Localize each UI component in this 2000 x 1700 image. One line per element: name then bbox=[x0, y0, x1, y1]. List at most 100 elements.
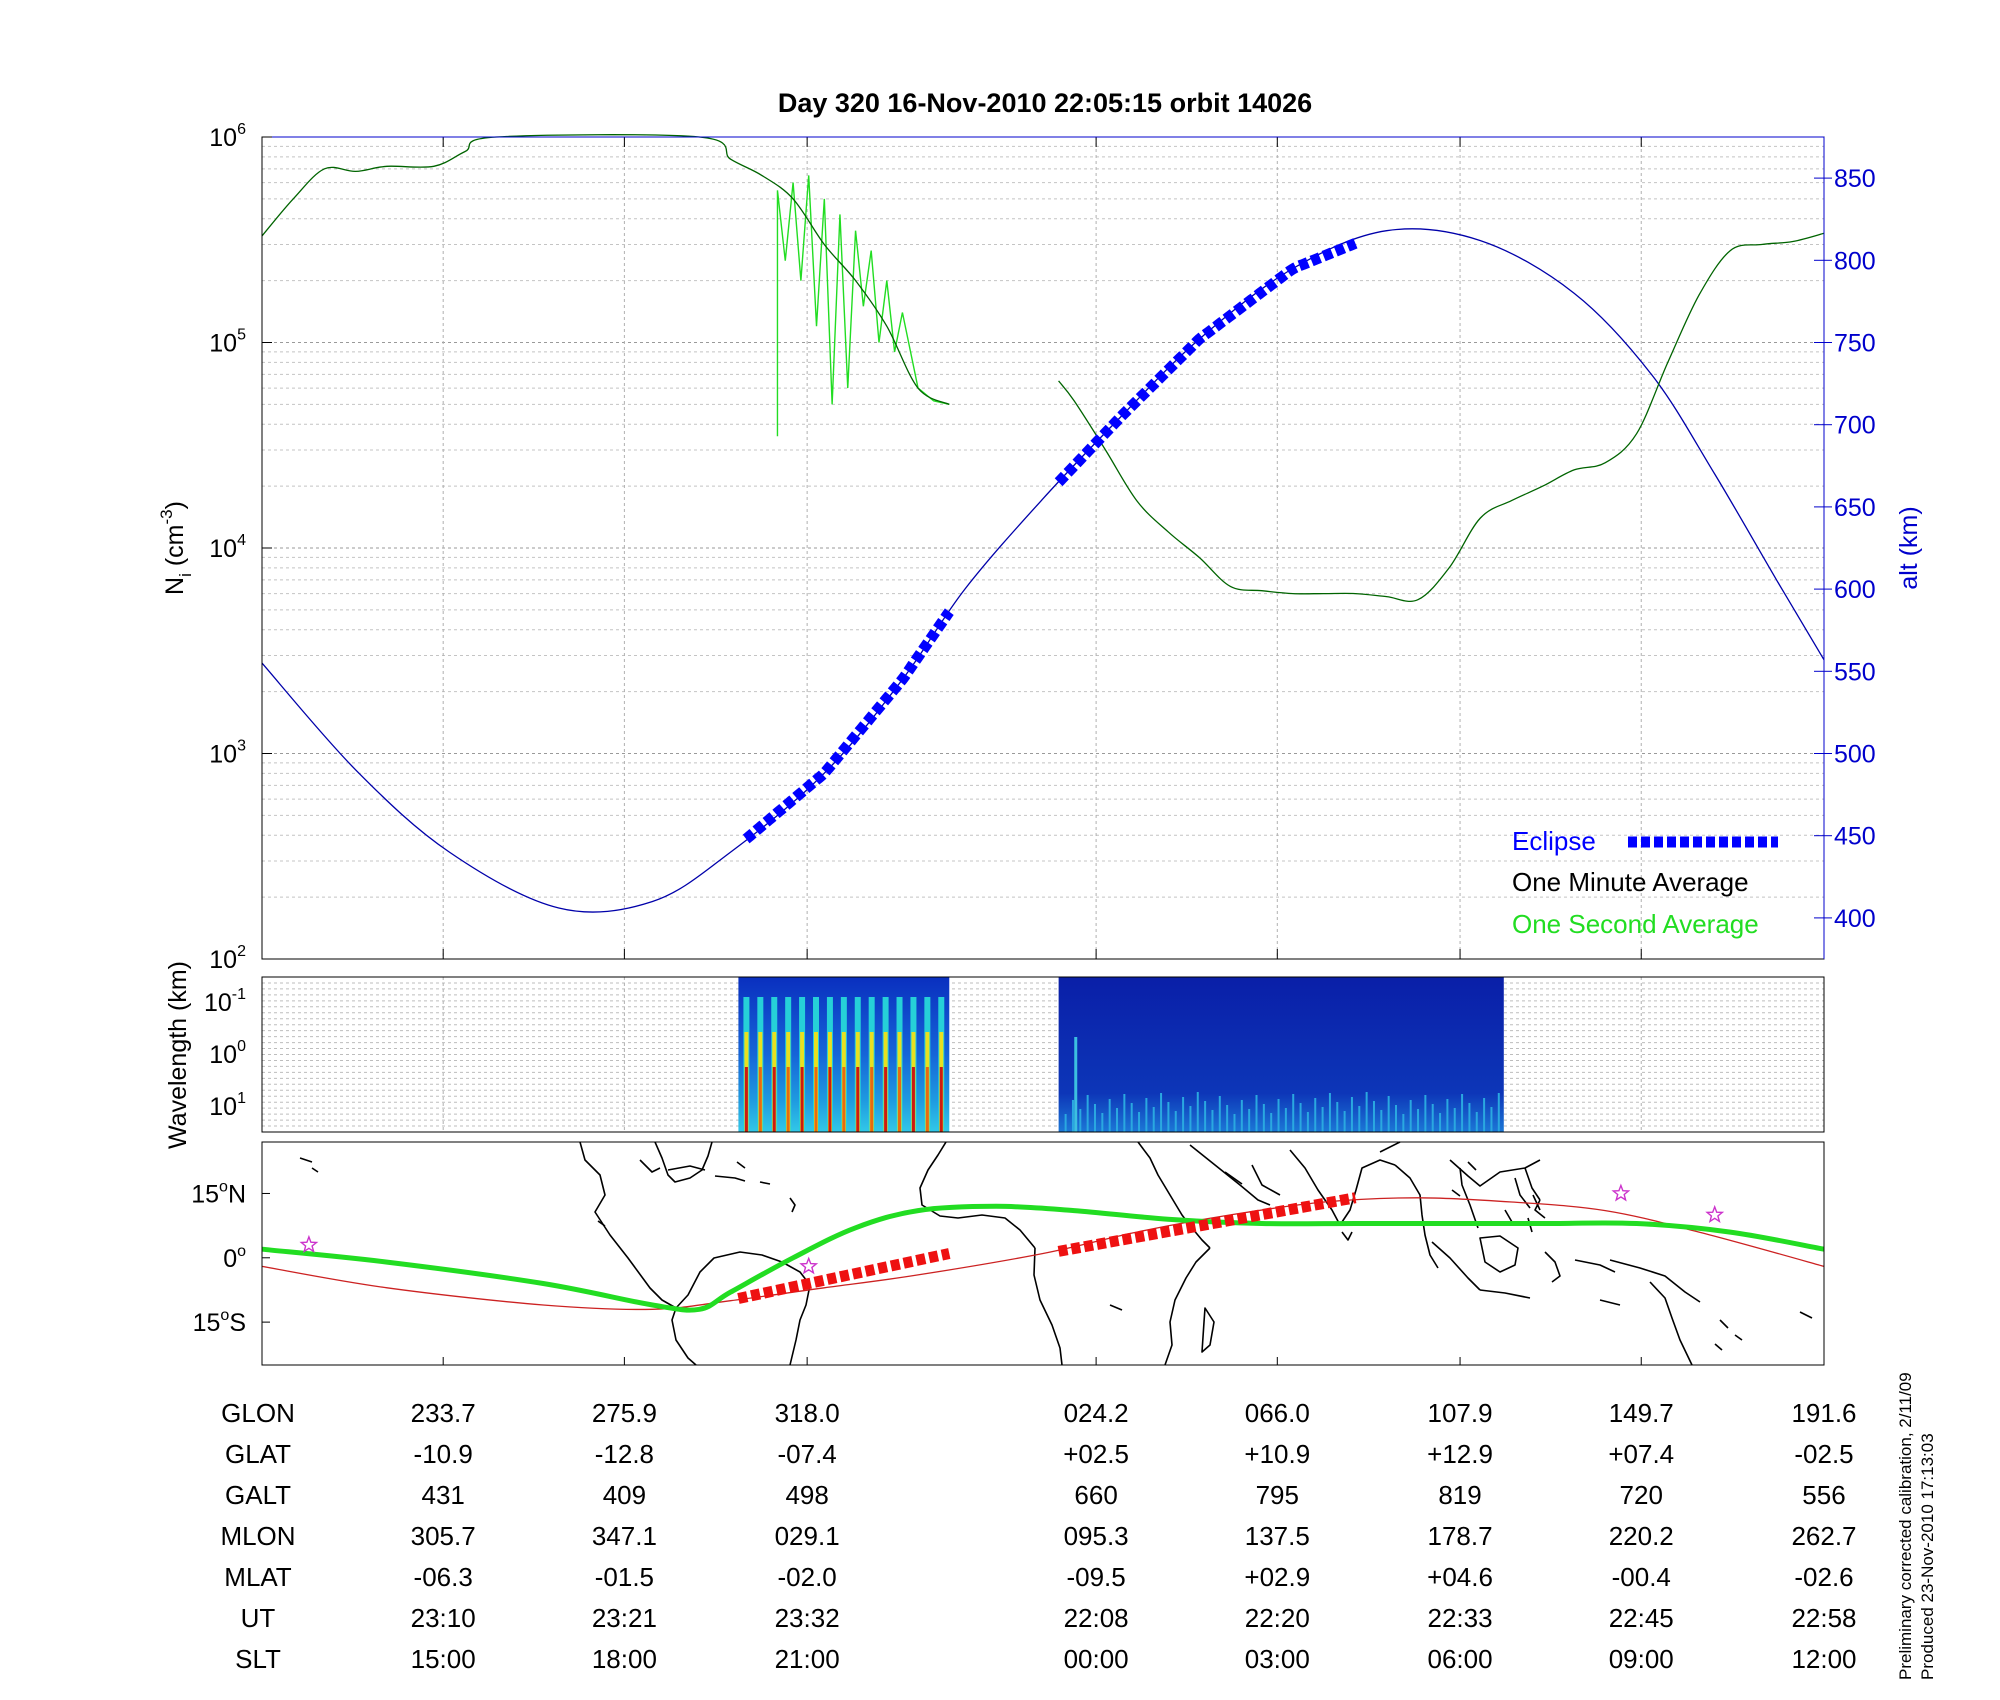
spectrogram-streak bbox=[1086, 1095, 1089, 1132]
spectrogram-burst bbox=[939, 1067, 943, 1132]
altitude-y-axis-label: alt (km) bbox=[1895, 506, 1923, 589]
table-cell: 431 bbox=[421, 1480, 464, 1510]
spectrogram-tick-label: 100 bbox=[209, 1038, 246, 1069]
alt-tick-label: 750 bbox=[1834, 330, 1876, 358]
chart-title: Day 320 16-Nov-2010 22:05:15 orbit 14026 bbox=[778, 88, 1312, 118]
spectrogram-streak bbox=[1358, 1106, 1361, 1132]
alt-tick-label: 550 bbox=[1834, 658, 1876, 686]
spectrogram-streak bbox=[1079, 1109, 1082, 1132]
map-y-tick-label: 15oN bbox=[191, 1178, 246, 1208]
alt-tick-label: 650 bbox=[1834, 494, 1876, 522]
density-y-axis-label: Ni (cm-3) bbox=[157, 501, 195, 595]
spectrogram-streak bbox=[1248, 1109, 1251, 1132]
table-cell: -02.0 bbox=[778, 1562, 837, 1592]
calibration-note: Preliminary corrected calibration, 2/11/… bbox=[1896, 1372, 1915, 1680]
spectrogram-streak bbox=[1475, 1112, 1478, 1132]
table-cell: -01.5 bbox=[595, 1562, 654, 1592]
spectrogram-streak bbox=[1145, 1098, 1148, 1132]
geographic-track-line bbox=[261, 1203, 1825, 1313]
spectrogram-streak bbox=[1167, 1102, 1170, 1132]
eclipse-segment bbox=[742, 608, 954, 844]
table-cell: -09.5 bbox=[1066, 1562, 1125, 1592]
table-cell: -00.4 bbox=[1612, 1562, 1671, 1592]
spectrogram-streak bbox=[1204, 1101, 1207, 1132]
table-cell: +02.5 bbox=[1063, 1439, 1129, 1469]
spectrogram-streak bbox=[1402, 1114, 1405, 1132]
spectrogram-streak bbox=[1182, 1097, 1185, 1132]
table-cell: 660 bbox=[1074, 1480, 1117, 1510]
table-cell: -07.4 bbox=[778, 1439, 837, 1469]
production-note: Produced 23-Nov-2010 17:13:03 bbox=[1918, 1433, 1937, 1680]
spectrogram-streak bbox=[1123, 1094, 1126, 1132]
spectrogram-streak bbox=[1093, 1104, 1096, 1132]
spectrogram-streak bbox=[1328, 1093, 1331, 1132]
table-cell: +07.4 bbox=[1608, 1439, 1674, 1469]
table-cell: 22:45 bbox=[1609, 1603, 1674, 1633]
spectrogram-streak bbox=[1270, 1113, 1273, 1132]
table-cell: 18:00 bbox=[592, 1644, 657, 1674]
alt-tick-label: 400 bbox=[1834, 905, 1876, 933]
spectrogram-streak bbox=[1446, 1099, 1449, 1132]
table-cell: 06:00 bbox=[1428, 1644, 1493, 1674]
table-cell: 09:00 bbox=[1609, 1644, 1674, 1674]
spectrogram-streak bbox=[1211, 1110, 1214, 1132]
table-cell: 275.9 bbox=[592, 1398, 657, 1428]
table-cell: 498 bbox=[785, 1480, 828, 1510]
magnetic-equator-star bbox=[799, 1256, 819, 1275]
spectrogram-streak bbox=[1497, 1093, 1500, 1132]
spectrogram-burst bbox=[884, 1067, 888, 1132]
spectrogram-block bbox=[1058, 977, 1504, 1132]
spectrogram-streak bbox=[1321, 1107, 1324, 1132]
table-cell: +02.9 bbox=[1244, 1562, 1310, 1592]
spectrogram-burst bbox=[772, 1067, 776, 1132]
legend-one-minute-label: One Minute Average bbox=[1512, 867, 1749, 897]
spectrogram-burst bbox=[856, 1067, 860, 1132]
spectrogram-streak bbox=[1074, 1037, 1078, 1132]
table-cell: 15:00 bbox=[411, 1644, 476, 1674]
table-cell: 029.1 bbox=[775, 1521, 840, 1551]
spectrogram-streak bbox=[1453, 1108, 1456, 1132]
spectrogram-streak bbox=[1409, 1100, 1412, 1132]
spectrogram-streak bbox=[1255, 1095, 1258, 1132]
table-cell: 024.2 bbox=[1064, 1398, 1129, 1428]
spectrogram-streak bbox=[1417, 1109, 1420, 1132]
spectrogram-y-axis-label: Wavelength (km) bbox=[164, 961, 192, 1149]
spectrogram-streak bbox=[1189, 1106, 1192, 1132]
eclipse-track-segment bbox=[737, 1248, 951, 1304]
spectrogram-streak bbox=[1233, 1114, 1236, 1132]
table-cell: 409 bbox=[603, 1480, 646, 1510]
y-tick-label: 102 bbox=[209, 943, 246, 974]
spectrogram-streak bbox=[1439, 1113, 1442, 1132]
map-y-tick-label: 0o bbox=[223, 1243, 246, 1273]
table-cell: -02.6 bbox=[1794, 1562, 1853, 1592]
y-tick-label: 104 bbox=[209, 532, 246, 563]
y-tick-label: 103 bbox=[209, 738, 246, 769]
spectrogram-streak bbox=[1343, 1111, 1346, 1132]
spectrogram-streak bbox=[1130, 1103, 1133, 1132]
spectrogram-streak bbox=[1277, 1099, 1280, 1132]
spectrogram-burst bbox=[898, 1067, 902, 1132]
table-cell: -02.5 bbox=[1794, 1439, 1853, 1469]
spectrogram-streak bbox=[1299, 1103, 1302, 1132]
orbit-parameters-table: GLON GLAT GALT MLON MLAT UT SLT 233.7 -10.9 431 30… bbox=[220, 1398, 1856, 1674]
eclipse-track-segment bbox=[1057, 1192, 1357, 1257]
table-cell: 720 bbox=[1620, 1480, 1663, 1510]
table-cell: 23:10 bbox=[411, 1603, 476, 1633]
table-cell: 107.9 bbox=[1428, 1398, 1493, 1428]
spectrogram-streak bbox=[1461, 1094, 1464, 1132]
map-panel: 15oN 0o 15oS bbox=[191, 1141, 1825, 1366]
magnetic-equator-star bbox=[1705, 1204, 1725, 1224]
alt-tick-label: 500 bbox=[1834, 741, 1876, 769]
table-row-label: MLON bbox=[220, 1521, 295, 1551]
spectrogram-burst bbox=[870, 1067, 874, 1132]
spectrogram-streak bbox=[1116, 1108, 1119, 1132]
spectrogram-streak bbox=[1218, 1096, 1221, 1132]
spectrogram-streak bbox=[1365, 1092, 1368, 1132]
table-cell: -06.3 bbox=[414, 1562, 473, 1592]
spectrogram-burst bbox=[828, 1067, 832, 1132]
spectrogram-burst bbox=[925, 1067, 929, 1132]
table-cell: 00:00 bbox=[1064, 1644, 1129, 1674]
spectrogram-streak bbox=[1160, 1093, 1163, 1132]
spectrogram-streak bbox=[1226, 1105, 1229, 1132]
